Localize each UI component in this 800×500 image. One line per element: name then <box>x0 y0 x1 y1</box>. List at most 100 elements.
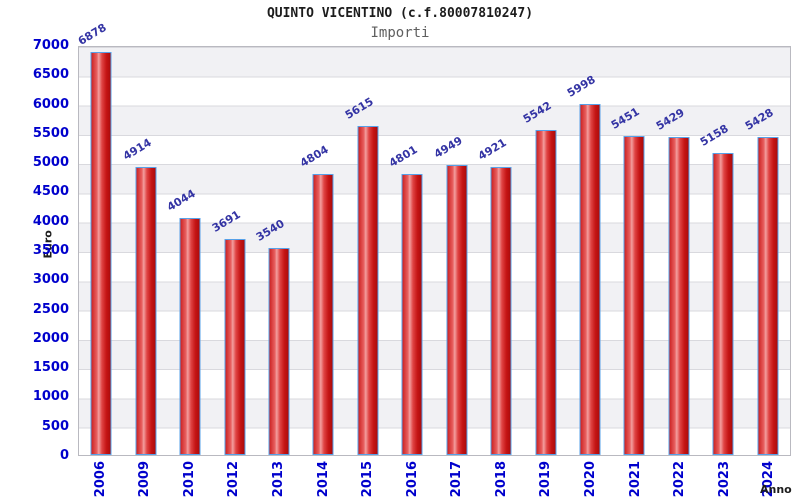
x-tick-slot: 2012 <box>212 461 257 500</box>
x-tick-label: 2016 <box>404 461 420 498</box>
bar-value-label: 4044 <box>164 187 198 214</box>
x-tick-slot: 2023 <box>702 461 747 500</box>
bar-slot: 4949 <box>431 47 479 455</box>
bar <box>579 103 601 455</box>
y-tick-label: 5000 <box>32 155 69 171</box>
bar-slot: 4044 <box>164 47 212 455</box>
bar-value-label: 4804 <box>298 142 332 170</box>
bar-slot: 4914 <box>120 47 167 455</box>
bar-value-label: 5998 <box>564 72 598 100</box>
bars-container: 6878 4914 4044 3691 3540 4804 5615 4801 4949 4921… <box>76 21 790 455</box>
y-tick-label: 500 <box>41 418 69 434</box>
x-tick-slot: 2010 <box>167 461 212 500</box>
x-tick-slot: 2009 <box>123 461 168 500</box>
y-tick-label: 5500 <box>32 125 69 141</box>
x-tick-label: 2015 <box>360 461 376 498</box>
x-tick-label: 2021 <box>627 461 643 498</box>
y-tick-label: 6000 <box>32 96 69 112</box>
y-axis: 7000 6500 6000 5500 5000 4500 4000 3500 3000 2500… <box>0 39 69 462</box>
bar-value-label: 5615 <box>342 95 376 122</box>
x-tick-label: 2018 <box>493 461 509 498</box>
x-tick-slot: 2018 <box>479 461 524 500</box>
x-tick-label: 2006 <box>92 461 108 498</box>
x-tick-slot: 2016 <box>390 461 435 500</box>
bar-slot: 4921 <box>475 47 523 455</box>
bar <box>268 247 290 455</box>
x-tick-slot: 2015 <box>345 461 390 500</box>
x-axis-title: Anno <box>760 483 792 496</box>
x-tick-slot: 2020 <box>568 461 613 500</box>
bar-slot: 6878 <box>76 21 123 455</box>
plot-area: 6878 4914 4044 3691 3540 4804 5615 4801 4949 4921… <box>76 21 791 456</box>
y-tick-label: 6500 <box>32 67 69 83</box>
x-tick-label: 2019 <box>538 461 554 498</box>
bar-value-label: 5158 <box>698 121 732 149</box>
y-tick-label: 4500 <box>32 184 69 200</box>
y-tick-label: 7000 <box>32 38 69 53</box>
y-tick-label: 1000 <box>32 389 69 405</box>
x-tick-slot: 2017 <box>435 461 480 500</box>
y-tick-label: 0 <box>59 448 69 463</box>
bar <box>490 166 512 455</box>
x-tick-slot: 2019 <box>524 461 569 500</box>
bar-value-label: 5542 <box>520 99 554 127</box>
y-tick-label: 2500 <box>32 301 69 317</box>
x-tick-slot: 2022 <box>657 461 702 500</box>
bar <box>668 137 690 455</box>
bar-slot: 5429 <box>653 47 701 455</box>
bar <box>535 130 557 455</box>
bar-slot: 4804 <box>298 47 345 455</box>
x-tick-label: 2017 <box>449 461 465 498</box>
bar <box>757 137 779 455</box>
x-tick-slot: 2014 <box>301 461 346 500</box>
y-tick-label: 2000 <box>32 330 69 346</box>
bar-slot: 5998 <box>564 47 612 455</box>
bar-slot: 4801 <box>387 47 434 455</box>
bar-value-label: 4949 <box>431 134 465 161</box>
x-tick-slot: 2013 <box>256 461 301 500</box>
x-tick-label: 2013 <box>271 461 287 498</box>
bar-value-label: 5428 <box>742 106 776 133</box>
bar <box>357 126 379 455</box>
bar <box>623 135 645 455</box>
x-tick-label: 2012 <box>226 461 242 498</box>
bar-value-label: 4914 <box>120 136 154 164</box>
bar <box>446 165 468 455</box>
bar-value-label: 5451 <box>609 104 643 132</box>
x-tick-label: 2020 <box>582 461 598 498</box>
x-tick-label: 2010 <box>181 461 197 498</box>
bar-slot: 3540 <box>253 47 301 455</box>
bar-value-label: 5429 <box>653 105 687 133</box>
bar-slot: 3691 <box>209 47 256 455</box>
x-tick-label: 2014 <box>315 461 331 498</box>
y-tick-label: 1500 <box>32 360 69 376</box>
bar-value-label: 3691 <box>209 207 243 235</box>
bar <box>312 173 334 455</box>
bar-slot: 5158 <box>698 47 745 455</box>
bar <box>90 52 112 455</box>
x-tick-label: 2022 <box>672 461 688 498</box>
y-tick-label: 3000 <box>32 272 69 288</box>
bar-slot: 5451 <box>609 47 656 455</box>
chart-subtitle: Importi <box>370 25 430 41</box>
bar-value-label: 4921 <box>475 135 509 163</box>
bar <box>179 218 201 455</box>
bar-slot: 5428 <box>742 47 790 455</box>
x-tick-label: 2009 <box>137 461 153 498</box>
bar-slot: 5542 <box>520 47 567 455</box>
y-tick-label: 3500 <box>32 243 69 258</box>
bar <box>135 167 157 455</box>
bar <box>712 152 734 455</box>
chart-title: QUINTO VICENTINO (c.f.80007810247) <box>266 6 534 21</box>
x-tick-slot: 2006 <box>78 461 123 500</box>
bar-value-label: 4801 <box>387 142 421 170</box>
y-tick-label: 4000 <box>32 213 69 229</box>
x-tick-label: 2023 <box>716 461 732 498</box>
bar <box>224 238 246 455</box>
bar-value-label: 3540 <box>253 216 287 244</box>
x-tick-slot: 2021 <box>613 461 658 500</box>
bar-slot: 5615 <box>342 47 390 455</box>
x-axis: 2006 2009 2010 2012 2013 2014 2015 2016 2017 2018… <box>78 461 791 500</box>
bar <box>401 173 423 455</box>
